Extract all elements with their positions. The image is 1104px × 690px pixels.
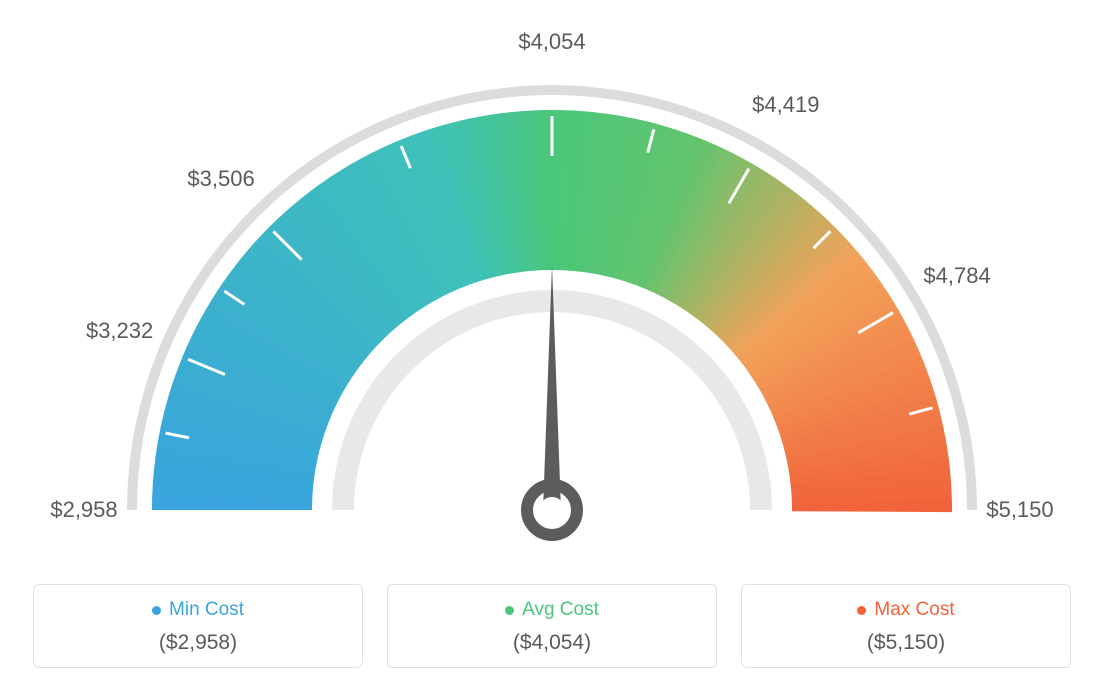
min-cost-value: ($2,958) [34,631,362,655]
gauge-tick-label: $4,419 [752,92,819,118]
avg-cost-card: Avg Cost ($4,054) [387,584,717,668]
min-cost-card: Min Cost ($2,958) [33,584,363,668]
dot-icon [152,606,161,615]
summary-cards: Min Cost ($2,958) Avg Cost ($4,054) Max … [0,584,1104,668]
max-cost-card: Max Cost ($5,150) [741,584,1071,668]
max-cost-value: ($5,150) [742,631,1070,655]
dot-icon [857,606,866,615]
dot-icon [505,606,514,615]
max-cost-label: Max Cost [874,599,954,621]
max-cost-title: Max Cost [857,599,954,621]
gauge-tick-label: $5,150 [986,497,1053,523]
avg-cost-label: Avg Cost [522,599,599,621]
gauge-tick-label: $3,232 [86,318,153,344]
gauge-tick-label: $4,784 [923,263,990,289]
min-cost-title: Min Cost [152,599,244,621]
gauge-tick-label: $4,054 [518,29,585,55]
avg-cost-value: ($4,054) [388,631,716,655]
min-cost-label: Min Cost [169,599,244,621]
gauge-chart: $2,958 $3,232 $3,506 $4,054 $4,419 $4,784 $5,1… [0,0,1104,540]
gauge-tick-label: $2,958 [50,497,117,523]
avg-cost-title: Avg Cost [505,599,599,621]
gauge-tick-label: $3,506 [187,166,254,192]
